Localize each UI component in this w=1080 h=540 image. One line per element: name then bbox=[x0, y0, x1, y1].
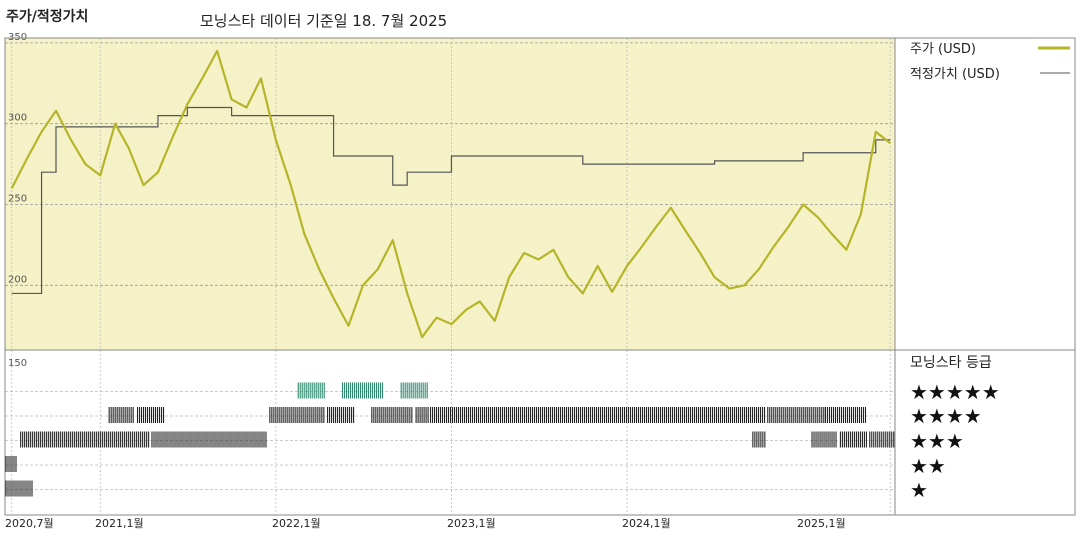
x-axis-ticks: 2020,7월 2021,1월 2022,1월 2023,1월 2024,1월 2025,… bbox=[5, 517, 846, 530]
rating-legend-title: 모닝스타 등급 bbox=[910, 355, 992, 371]
page-subtitle: 모닝스타 데이터 기준일 18. 7월 2025 bbox=[200, 12, 448, 30]
grid-lines bbox=[5, 38, 895, 515]
rating-period-4-star bbox=[371, 407, 413, 423]
rating-panel-background bbox=[5, 350, 895, 515]
rating-period-2-star bbox=[5, 456, 17, 472]
rating-period-3-star bbox=[122, 431, 150, 448]
x-tick-label: 2021,1월 bbox=[95, 517, 144, 530]
rating-period-4-star bbox=[137, 407, 165, 423]
rating-period-5-star bbox=[297, 382, 325, 399]
rating-legend-3-stars: ★★★ bbox=[910, 429, 964, 453]
rating-legend-2-stars: ★★ bbox=[910, 454, 946, 478]
y-tick-label: 250 bbox=[8, 194, 27, 205]
rating-period-3-star bbox=[752, 431, 766, 448]
x-tick-label: 2022,1월 bbox=[272, 517, 321, 530]
legend-label-price: 주가 (USD) bbox=[910, 42, 976, 57]
y-axis-ticks: 350 300 250 200 150 bbox=[8, 32, 27, 369]
rating-period-1-star bbox=[5, 480, 33, 497]
rating-legend-5-stars: ★★★★★ bbox=[910, 380, 1000, 404]
rating-period-3-star bbox=[20, 431, 122, 448]
rating-period-4-star bbox=[269, 407, 325, 423]
page-title: 주가/적정가치 bbox=[6, 9, 89, 25]
rating-period-4-star bbox=[327, 407, 355, 423]
rating-legend: 모닝스타 등급 ★★★★★ ★★★★ ★★★ ★★ ★ bbox=[910, 355, 1000, 502]
x-tick-label: 2023,1월 bbox=[447, 517, 496, 530]
rating-bars bbox=[5, 382, 895, 497]
rating-period-3-star bbox=[811, 431, 837, 448]
y-tick-label: 300 bbox=[8, 113, 27, 124]
x-tick-label: 2020,7월 bbox=[5, 517, 54, 530]
x-tick-label: 2024,1월 bbox=[622, 517, 671, 530]
rating-period-3-star bbox=[839, 431, 867, 448]
x-tick-label: 2025,1월 bbox=[797, 517, 846, 530]
rating-legend-1-star: ★ bbox=[910, 478, 928, 502]
rating-period-3-star bbox=[151, 431, 267, 448]
legend: 주가 (USD) 적정가치 (USD) bbox=[910, 42, 1070, 82]
rating-period-4-star bbox=[415, 407, 429, 423]
rating-period-5-star bbox=[341, 382, 384, 399]
legend-label-fair: 적정가치 (USD) bbox=[910, 67, 1000, 82]
rating-y-tick-label: 150 bbox=[8, 358, 27, 369]
rating-period-3-star bbox=[869, 431, 895, 448]
series-line-fair-value bbox=[11, 106, 891, 295]
rating-period-5-star bbox=[400, 382, 428, 399]
rating-period-4-star bbox=[429, 407, 766, 423]
rating-period-4-star bbox=[824, 407, 867, 423]
rating-period-4-star bbox=[767, 407, 825, 423]
rating-legend-4-stars: ★★★★ bbox=[910, 404, 982, 428]
y-tick-label: 350 bbox=[8, 32, 27, 43]
price-plot-background bbox=[5, 38, 895, 350]
rating-period-4-star bbox=[108, 407, 134, 423]
y-tick-label: 200 bbox=[8, 274, 27, 285]
chart-frame bbox=[4, 37, 1076, 516]
series-lines bbox=[10, 49, 891, 339]
